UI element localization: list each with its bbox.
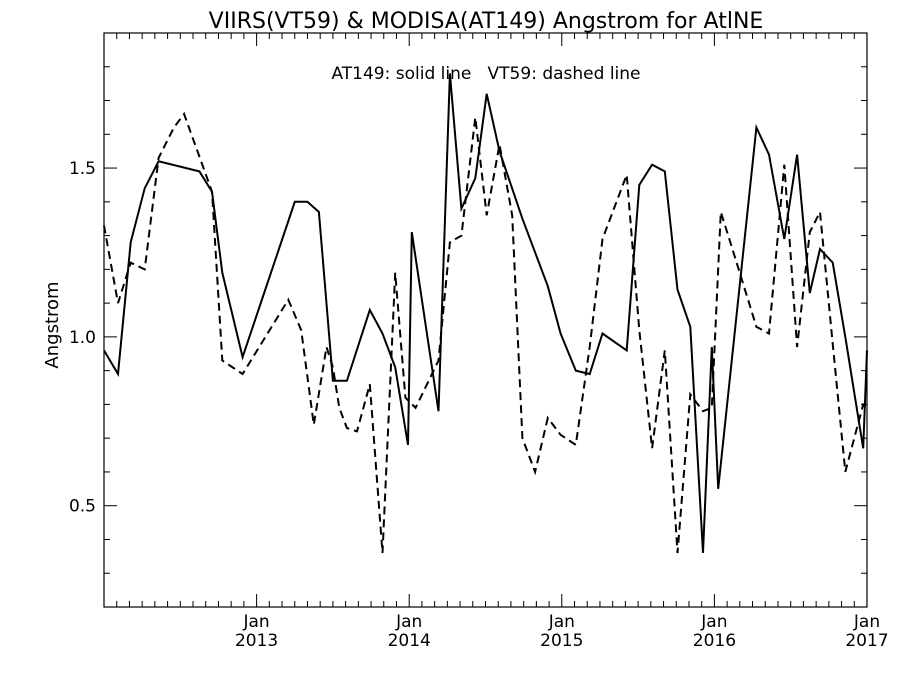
tick-labels: 0.51.01.5Jan2013Jan2014Jan2015Jan2016Jan… xyxy=(69,159,889,651)
x-tick-year-label: 2017 xyxy=(845,631,888,651)
x-tick-year-label: 2013 xyxy=(235,631,278,651)
y-tick-label: 1.5 xyxy=(69,159,96,179)
chart-title: VIIRS(VT59) & MODISA(AT149) Angstrom for… xyxy=(209,9,764,34)
y-axis-label: Angstrom xyxy=(42,281,63,368)
x-tick-month-label: Jan xyxy=(853,612,880,632)
series-group xyxy=(103,73,868,554)
x-tick-year-label: 2014 xyxy=(388,631,431,651)
series-line-vt59 xyxy=(103,111,868,554)
axis-ticks xyxy=(104,33,868,607)
y-tick-label: 1.0 xyxy=(69,328,96,348)
y-tick-label: 0.5 xyxy=(69,497,96,517)
chart-annotation: AT149: solid line VT59: dashed line xyxy=(331,64,640,84)
x-tick-month-label: Jan xyxy=(700,612,727,632)
x-tick-year-label: 2016 xyxy=(693,631,736,651)
x-tick-year-label: 2015 xyxy=(540,631,583,651)
plot-frame xyxy=(103,32,868,608)
x-tick-month-label: Jan xyxy=(242,612,269,632)
x-tick-month-label: Jan xyxy=(395,612,422,632)
series-line-at149 xyxy=(103,73,868,554)
x-tick-month-label: Jan xyxy=(548,612,575,632)
